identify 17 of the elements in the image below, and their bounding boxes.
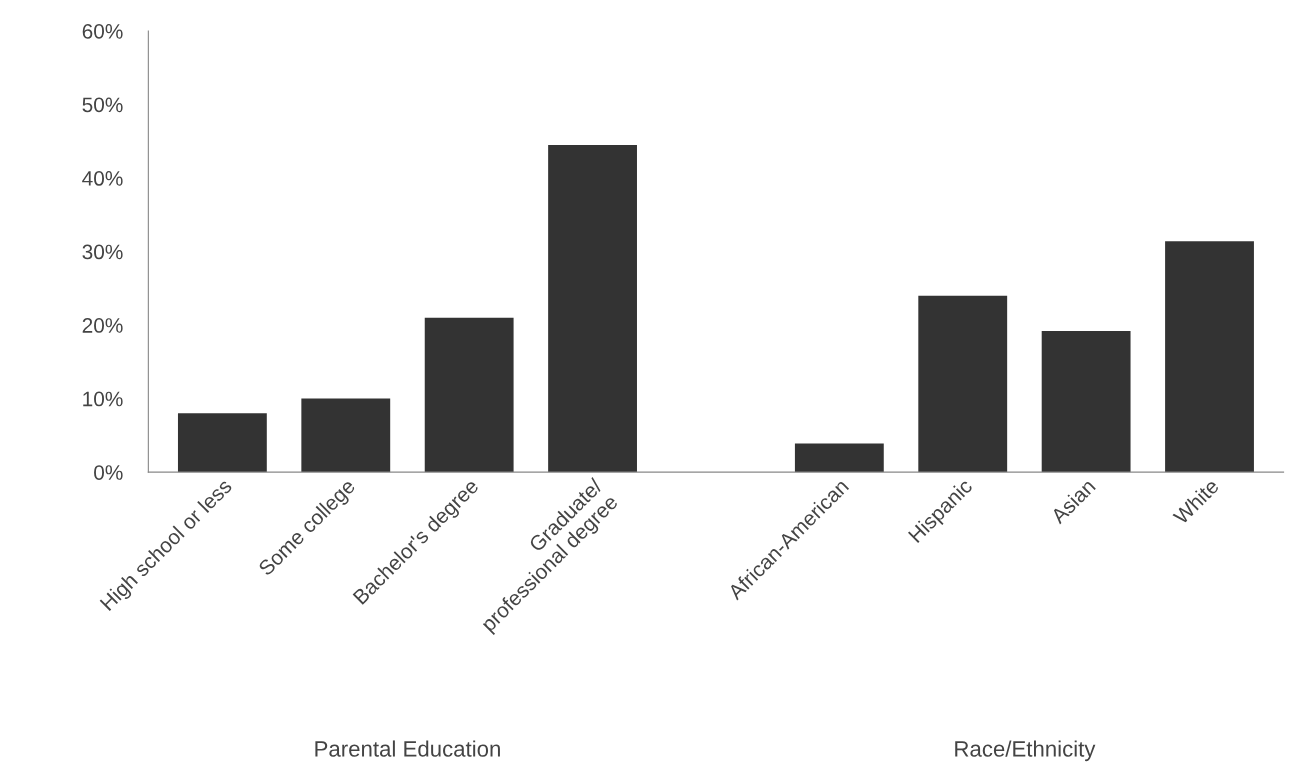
text: Race/Ethnicity bbox=[955, 740, 1096, 762]
y-tick-label: 60% bbox=[82, 23, 123, 39]
y-tick-label: 50% bbox=[82, 97, 123, 113]
y-tick-label: 0% bbox=[94, 465, 123, 480]
y-tick-label: 40% bbox=[82, 171, 123, 186]
bar bbox=[794, 443, 884, 473]
bar bbox=[177, 413, 267, 473]
bar bbox=[301, 398, 391, 473]
bar bbox=[424, 317, 514, 473]
y-tick-label: 30% bbox=[82, 244, 123, 260]
bar bbox=[548, 144, 637, 473]
bar bbox=[918, 295, 1008, 473]
text: Parental Education bbox=[315, 740, 500, 757]
y-tick-label: 10% bbox=[83, 391, 123, 407]
bar bbox=[1041, 330, 1131, 473]
y-tick-label: 20% bbox=[82, 318, 123, 333]
bar bbox=[1165, 241, 1254, 473]
